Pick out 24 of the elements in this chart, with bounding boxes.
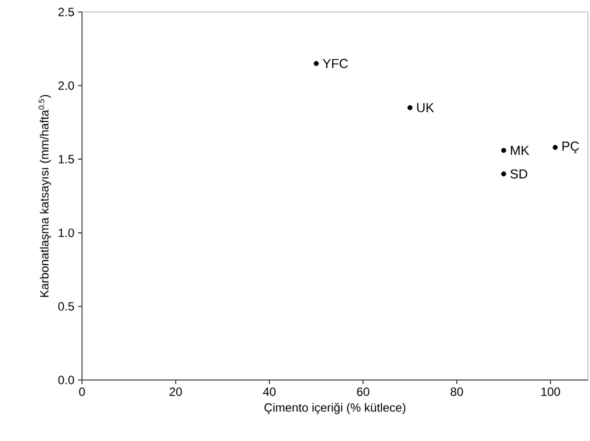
point: [501, 148, 506, 153]
x-tick-label: 100: [541, 388, 560, 396]
point: [501, 171, 506, 176]
y-tick-label: 2.0: [58, 81, 74, 90]
annotation: YFC: [322, 58, 348, 68]
y-tick-label: 0.5: [58, 302, 74, 311]
y-tick-label: 2.5: [58, 8, 74, 16]
x-tick-label: 0: [79, 388, 85, 396]
annotation: MK: [510, 146, 530, 155]
annotation: UK: [417, 103, 434, 112]
x-tick-label: 40: [263, 388, 276, 396]
x-tick-label: 80: [450, 388, 464, 396]
y-tick-label: 0.0: [58, 376, 74, 384]
y-tick-label: 1.0: [58, 228, 74, 238]
x-tick-label: 60: [357, 388, 370, 396]
annotation: SD: [510, 169, 528, 178]
point: [407, 105, 412, 110]
x-axis-title: Çimento içeriği (% kütlece): [264, 402, 406, 414]
point: [314, 61, 319, 66]
point: [552, 144, 558, 150]
y-tick-label: 1.5: [58, 155, 74, 164]
y-axis-title: Karbonatlaşma katsayısı (mm/hafta$^{0.5}$): [38, 94, 52, 297]
x-tick-label: 20: [170, 388, 182, 396]
annotation: PÇ: [562, 142, 579, 154]
